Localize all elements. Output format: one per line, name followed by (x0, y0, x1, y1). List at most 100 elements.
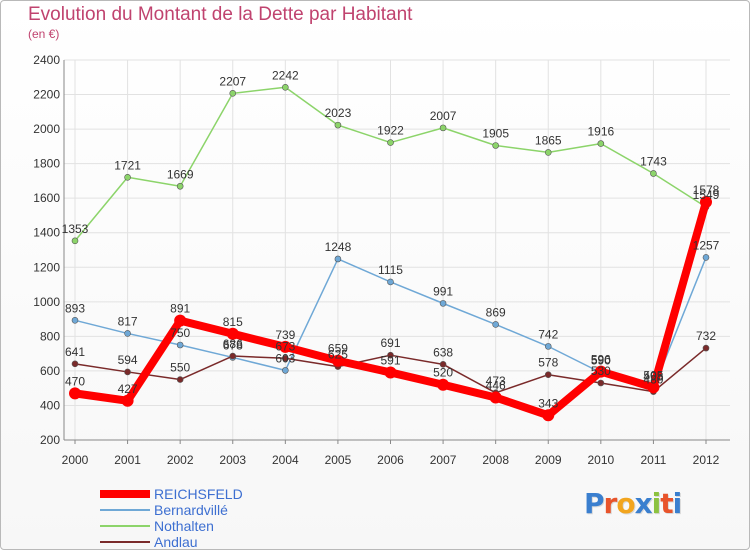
data-label-nothalten: 1865 (535, 133, 562, 147)
data-label-bernardvill-: 817 (118, 314, 138, 328)
point-nothalten (650, 170, 657, 177)
data-label-bernardvill-: 742 (538, 327, 558, 341)
data-label-nothalten: 1922 (377, 124, 404, 138)
data-label-andlau: 625 (328, 348, 348, 362)
data-labels: 470 427 891 815 739 659 591 520 446 343 596 505 1578… (62, 68, 720, 410)
point-reichsfeld (384, 366, 397, 379)
x-tick-label: 2007 (430, 453, 457, 467)
point-reichsfeld (279, 340, 292, 353)
data-label-nothalten: 1669 (167, 167, 194, 181)
data-label-bernardvill-: 603 (275, 351, 295, 365)
data-label-bernardvill-: 893 (65, 301, 85, 315)
data-label-andlau: 594 (118, 353, 138, 367)
point-nothalten (544, 149, 552, 156)
point-andlau (176, 376, 184, 383)
point-reichsfeld (226, 327, 239, 340)
point-nothalten (334, 121, 342, 129)
point-reichsfeld (542, 409, 555, 422)
point-bernardvill- (334, 255, 342, 263)
data-label-nothalten: 1743 (640, 154, 667, 168)
legend-item: REICHSFELD (100, 486, 243, 502)
data-label-reichsfeld: 815 (223, 315, 243, 329)
data-label-reichsfeld: 427 (118, 382, 138, 396)
x-tick-label: 2003 (219, 453, 246, 467)
data-label-bernardvill-: 991 (433, 284, 453, 298)
data-label-nothalten: 2207 (219, 74, 246, 88)
point-andlau (597, 379, 605, 387)
point-andlau (282, 354, 289, 362)
data-label-bernardvill-: 1257 (693, 238, 720, 252)
y-tick-label: 2200 (33, 88, 60, 102)
data-label-reichsfeld: 520 (433, 366, 453, 380)
data-label-andlau: 641 (65, 345, 85, 359)
point-nothalten (124, 173, 131, 181)
y-tick-label: 400 (40, 398, 60, 412)
data-label-bernardvill-: 1248 (325, 240, 352, 254)
x-tick-label: 2009 (535, 453, 562, 467)
x-tick-label: 2002 (167, 453, 194, 467)
data-label-bernardvill-: 750 (170, 326, 190, 340)
point-nothalten (282, 83, 289, 91)
point-nothalten (71, 237, 79, 245)
data-label-andlau: 550 (170, 361, 190, 375)
point-reichsfeld (700, 195, 712, 208)
data-label-nothalten: 1353 (62, 222, 89, 236)
point-andlau (229, 352, 237, 360)
data-label-nothalten: 2007 (430, 109, 457, 123)
data-label-reichsfeld: 739 (275, 328, 295, 342)
data-label-nothalten: 1916 (587, 125, 614, 139)
point-andlau (544, 371, 552, 379)
point-andlau (439, 361, 447, 368)
point-reichsfeld (437, 378, 450, 391)
y-tick-label: 1800 (33, 157, 60, 171)
legend-item: Nothalten (100, 518, 243, 534)
point-bernardvill- (439, 300, 447, 307)
data-label-bernardvill-: 498 (643, 370, 663, 384)
data-label-nothalten: 2242 (272, 68, 299, 82)
x-tick-label: 2011 (641, 453, 667, 467)
legend-item: Bernardvillé (100, 502, 243, 518)
data-label-bernardvill-: 590 (591, 354, 611, 368)
legend-swatch (100, 509, 150, 511)
data-label-bernardvill-: 1115 (378, 263, 403, 277)
data-label-andlau: 480 (643, 373, 663, 387)
point-reichsfeld (121, 394, 134, 407)
data-label-andlau: 686 (223, 337, 243, 351)
y-tick-label: 2000 (33, 122, 60, 136)
y-tick-label: 200 (40, 433, 60, 447)
legend: REICHSFELD Bernardvillé Nothalten Andlau (100, 486, 243, 550)
x-tick-label: 2000 (62, 453, 89, 467)
data-label-reichsfeld: 659 (328, 342, 348, 356)
data-label-reichsfeld: 505 (643, 368, 663, 382)
chart-title: Evolution du Montant de la Dette par Hab… (28, 4, 413, 25)
y-tick-label: 1000 (33, 295, 60, 309)
data-label-reichsfeld: 1578 (693, 183, 720, 197)
chart-subtitle: (en €) (28, 27, 60, 41)
data-label-reichsfeld: 470 (65, 374, 85, 388)
y-tick-label: 600 (40, 364, 60, 378)
x-tick-label: 2006 (377, 453, 404, 467)
x-tick-label: 2001 (114, 453, 141, 467)
data-label-andlau: 732 (696, 329, 716, 343)
data-label-reichsfeld: 891 (170, 302, 190, 316)
legend-label: Andlau (154, 534, 198, 550)
point-reichsfeld (489, 391, 502, 404)
data-label-andlau: 473 (486, 374, 506, 388)
legend-swatch (100, 525, 150, 527)
point-nothalten (439, 124, 447, 132)
legend-swatch (100, 541, 150, 543)
point-andlau (387, 351, 394, 359)
data-label-andlau: 638 (433, 345, 453, 359)
point-bernardvill- (124, 330, 131, 337)
data-label-nothalten: 2023 (325, 106, 352, 120)
series-lines (69, 83, 712, 422)
data-label-nothalten: 1905 (482, 127, 509, 141)
y-tick-label: 800 (40, 329, 60, 343)
x-tick-label: 2004 (272, 453, 299, 467)
data-label-reichsfeld: 596 (591, 353, 611, 367)
data-label-bernardvill-: 869 (486, 305, 506, 319)
legend-label: Nothalten (154, 518, 214, 534)
point-bernardvill- (71, 316, 79, 324)
y-tick-label: 1200 (33, 260, 60, 274)
